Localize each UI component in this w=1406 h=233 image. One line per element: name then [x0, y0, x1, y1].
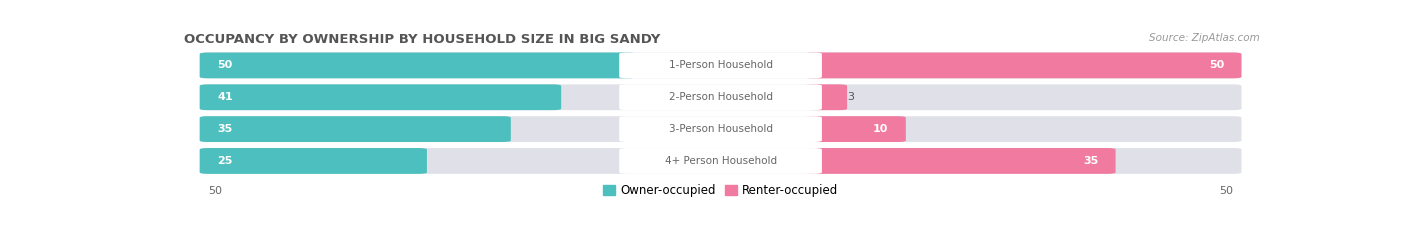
- FancyBboxPatch shape: [200, 84, 561, 110]
- FancyBboxPatch shape: [200, 148, 427, 174]
- FancyBboxPatch shape: [200, 116, 510, 142]
- FancyBboxPatch shape: [200, 148, 1241, 174]
- FancyBboxPatch shape: [804, 84, 846, 110]
- Text: 35: 35: [1083, 156, 1098, 166]
- FancyBboxPatch shape: [804, 52, 1241, 78]
- Text: 1-Person Household: 1-Person Household: [669, 60, 772, 70]
- FancyBboxPatch shape: [804, 116, 905, 142]
- Text: 35: 35: [217, 124, 232, 134]
- Text: 50: 50: [1219, 186, 1233, 196]
- FancyBboxPatch shape: [804, 148, 1115, 174]
- Text: 50: 50: [1209, 60, 1225, 70]
- FancyBboxPatch shape: [619, 52, 823, 78]
- Text: 4+ Person Household: 4+ Person Household: [665, 156, 776, 166]
- Legend: Owner-occupied, Renter-occupied: Owner-occupied, Renter-occupied: [599, 179, 842, 202]
- Text: 50: 50: [208, 186, 222, 196]
- FancyBboxPatch shape: [200, 116, 1241, 142]
- FancyBboxPatch shape: [200, 84, 1241, 110]
- Text: 3: 3: [846, 92, 853, 102]
- FancyBboxPatch shape: [200, 52, 637, 78]
- FancyBboxPatch shape: [619, 84, 823, 110]
- Text: 25: 25: [217, 156, 232, 166]
- Text: 2-Person Household: 2-Person Household: [669, 92, 772, 102]
- Text: 10: 10: [873, 124, 889, 134]
- FancyBboxPatch shape: [619, 116, 823, 142]
- FancyBboxPatch shape: [200, 52, 1241, 78]
- Text: 50: 50: [217, 60, 232, 70]
- Text: Source: ZipAtlas.com: Source: ZipAtlas.com: [1149, 33, 1260, 43]
- Text: OCCUPANCY BY OWNERSHIP BY HOUSEHOLD SIZE IN BIG SANDY: OCCUPANCY BY OWNERSHIP BY HOUSEHOLD SIZE…: [184, 33, 661, 46]
- Text: 41: 41: [217, 92, 233, 102]
- FancyBboxPatch shape: [619, 148, 823, 174]
- Text: 3-Person Household: 3-Person Household: [669, 124, 772, 134]
